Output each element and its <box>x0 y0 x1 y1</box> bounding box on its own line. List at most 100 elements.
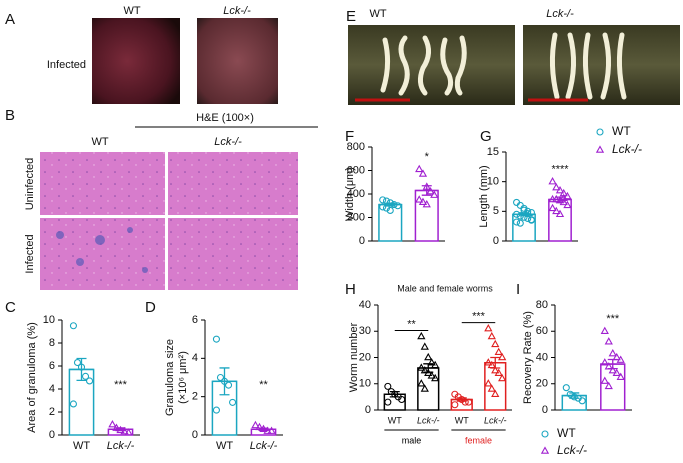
point <box>513 218 521 226</box>
error-bar <box>562 392 587 399</box>
point <box>120 426 129 435</box>
point <box>520 206 528 214</box>
y-tick-label: 10 <box>359 378 371 390</box>
point <box>491 366 500 374</box>
error-bar <box>417 363 439 373</box>
point <box>555 209 565 218</box>
point <box>229 398 237 406</box>
x-tick-label: WT <box>388 415 402 425</box>
y-tick-label: 5 <box>493 205 499 217</box>
point <box>255 422 264 431</box>
point <box>451 401 459 409</box>
point <box>555 185 565 194</box>
significance: ** <box>407 318 416 330</box>
point <box>394 202 402 210</box>
panel-label: D <box>145 299 156 316</box>
point <box>498 352 507 361</box>
photo <box>92 18 180 104</box>
y-tick-label: 6 <box>192 314 198 326</box>
point <box>73 358 82 367</box>
y-tick-label: 0 <box>493 235 499 247</box>
y-tick-label: 0 <box>542 404 548 416</box>
error-bar <box>484 356 506 369</box>
point <box>384 398 392 406</box>
y-axis-label: Granuloma size <box>164 339 176 416</box>
panel-label: C <box>5 299 16 316</box>
error-bar <box>212 367 237 396</box>
error-bar <box>600 358 625 370</box>
point <box>487 384 496 392</box>
row-label: Infected <box>24 234 36 273</box>
point <box>108 420 117 428</box>
worms <box>380 32 627 100</box>
histology <box>40 152 165 215</box>
panel-label: B <box>5 107 15 124</box>
histology <box>168 152 298 215</box>
point <box>487 331 496 340</box>
y-tick-label: 0 <box>359 235 365 247</box>
y-axis-label: Area of granuloma (%) <box>26 322 38 433</box>
image-label: Lck-/- <box>546 8 574 20</box>
legend-label: WT <box>612 124 631 138</box>
point <box>491 389 500 397</box>
point <box>427 358 436 366</box>
x-tick-label: Lck-/- <box>107 440 135 452</box>
bar <box>417 367 440 411</box>
point <box>541 430 549 438</box>
y-tick-label: 20 <box>359 351 371 363</box>
image-title: H&E (100×) <box>196 112 254 124</box>
point <box>267 426 276 434</box>
point <box>420 366 429 374</box>
point <box>612 368 621 376</box>
error-bar <box>251 427 276 432</box>
significance: ** <box>259 379 268 391</box>
point <box>540 446 550 454</box>
point <box>559 193 568 202</box>
point <box>216 373 225 382</box>
panel-label: A <box>5 11 15 28</box>
point <box>124 428 133 436</box>
point <box>418 169 428 177</box>
point <box>612 352 621 361</box>
image-label: WT <box>123 5 140 17</box>
point <box>384 382 392 390</box>
x-tick-label: Lck-/- <box>250 440 278 452</box>
point <box>600 376 609 384</box>
point <box>596 128 604 136</box>
point <box>608 348 617 357</box>
x-tick-label: Lck-/- <box>417 415 440 425</box>
y-tick-label: 20 <box>536 378 548 390</box>
y-tick-label: 0 <box>49 429 55 441</box>
histology <box>168 218 298 290</box>
point <box>595 145 605 153</box>
point <box>494 347 503 355</box>
point <box>415 164 424 173</box>
y-tick-label: 10 <box>43 314 55 326</box>
histology <box>40 218 165 290</box>
row-label: Infected <box>47 59 86 71</box>
point <box>484 324 493 332</box>
legend-label: Lck-/- <box>612 142 642 156</box>
row-label: Uninfected <box>24 158 36 211</box>
point <box>487 360 496 369</box>
y-tick-label: 10 <box>487 176 499 188</box>
point <box>251 420 260 429</box>
y-tick-label: 8 <box>49 337 55 349</box>
point <box>69 322 77 330</box>
point <box>608 366 617 374</box>
y-tick-label: 400 <box>347 188 365 200</box>
point <box>600 358 609 366</box>
point <box>77 363 86 371</box>
point <box>417 363 426 371</box>
photo <box>348 25 515 105</box>
y-tick-label: 40 <box>359 299 371 311</box>
y-tick-label: 60 <box>536 325 548 337</box>
point <box>494 368 503 376</box>
point <box>563 191 572 200</box>
point <box>212 335 220 343</box>
point <box>382 204 391 212</box>
point <box>420 384 429 392</box>
point <box>616 355 625 363</box>
point <box>263 426 272 434</box>
point <box>386 199 394 207</box>
